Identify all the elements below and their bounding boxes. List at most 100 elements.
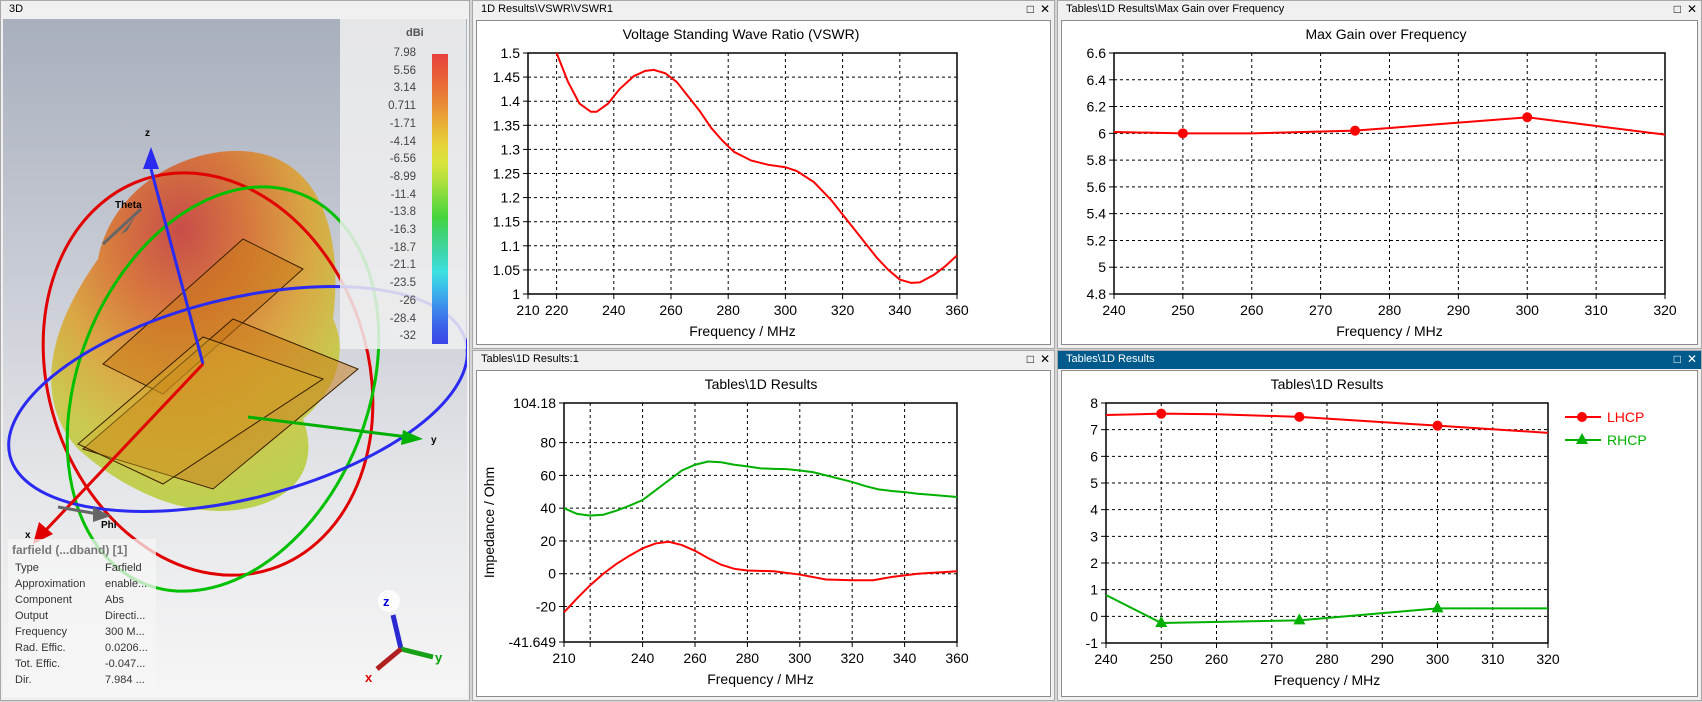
colorbar-tick-label: -32 — [399, 330, 416, 343]
x-axis-label: x — [25, 530, 31, 541]
phi-arrow — [57, 505, 99, 516]
colorbar-tick-label: -26 — [399, 294, 416, 307]
colorbar-tick-label: 5.56 — [393, 64, 416, 77]
legend-marker-icon — [1576, 433, 1588, 444]
info-key: Component — [15, 594, 72, 606]
y-tick-label: 1.4 — [501, 93, 521, 109]
data-point-marker — [1155, 616, 1168, 627]
data-point-marker — [1177, 128, 1188, 139]
panel-title-text: Tables\1D Results:1 — [481, 353, 579, 365]
info-row: Output Directi... — [15, 610, 155, 622]
close-button[interactable]: ✕ — [1686, 2, 1697, 16]
x-tick-label: 250 — [1150, 651, 1174, 667]
y-tick-label: 6.2 — [1087, 99, 1107, 115]
y-tick-label: 1.2 — [501, 190, 521, 206]
maximize-button[interactable]: □ — [1673, 2, 1681, 16]
triad-z-label: z — [383, 594, 390, 609]
y-tick-label: 104.18 — [513, 395, 556, 411]
chart-gain: Max Gain over Frequency 240 250 260 270 280 29… — [1087, 26, 1677, 339]
theta-arrow-icon — [121, 217, 135, 234]
colorbar-tick-label: -16.3 — [389, 224, 416, 236]
info-value: 0.0206... — [105, 642, 148, 654]
chart-impedance: Tables\1D Results 210 240 260 280 300 320 340 36… — [481, 376, 969, 687]
close-button[interactable]: ✕ — [1039, 2, 1050, 16]
data-point-marker — [1432, 420, 1443, 431]
x-tick-label: 270 — [1260, 651, 1284, 667]
chart-area[interactable] — [476, 20, 1051, 345]
info-row: Approximation enable... — [15, 578, 155, 590]
legend-label: LHCP — [1607, 409, 1644, 425]
colorbar-tick-label: -18.7 — [389, 241, 416, 254]
colorbar-tick-label: -11.4 — [390, 188, 416, 201]
info-value: Farfield — [105, 562, 142, 574]
y-tick-label: 0 — [1090, 608, 1098, 624]
x-tick-label: 280 — [1378, 302, 1402, 318]
y-tick-label: 1.1 — [501, 238, 521, 254]
farfield-info-box: farfield (...dband) [1] Type Farfield Appr… — [8, 539, 156, 691]
x-tick-label: 300 — [774, 302, 798, 318]
x-axis-label: Frequency / MHz — [1336, 323, 1443, 339]
info-key: Dir. — [15, 674, 32, 686]
close-button[interactable]: ✕ — [1686, 352, 1697, 366]
z-axis — [149, 168, 205, 365]
y-axis-arrow-icon — [401, 430, 423, 445]
colorbar-tick-label: -21.1 — [389, 259, 416, 272]
x-tick-label: 320 — [1653, 302, 1677, 318]
y-tick-label: 5.4 — [1087, 206, 1107, 222]
x-tick-label: 260 — [683, 650, 707, 666]
y-tick-label: 5.8 — [1087, 152, 1107, 168]
y-tick-label: 5.6 — [1087, 179, 1107, 195]
y-tick-label: 1.3 — [501, 141, 521, 157]
x-tick-label: 210 — [552, 650, 576, 666]
x-tick-label: 240 — [1094, 651, 1118, 667]
x-tick-label: 360 — [945, 650, 969, 666]
info-row: Dir. 7.984 ... — [15, 674, 155, 686]
info-key: Tot. Effic. — [15, 658, 61, 670]
info-key: Rad. Effic. — [15, 642, 66, 654]
info-title: farfield (...dband) [1] — [12, 543, 128, 557]
data-point-marker — [1293, 613, 1306, 625]
maximize-button[interactable]: □ — [1673, 352, 1681, 366]
x-tick-label: 290 — [1447, 302, 1471, 318]
chart-title: Voltage Standing Wave Ratio (VSWR) — [623, 26, 860, 42]
y-tick-label: 4 — [1090, 502, 1098, 518]
y-tick-label: 1.15 — [493, 214, 520, 230]
triad-x-arrow-icon — [375, 647, 403, 671]
x-tick-label: 210 — [516, 302, 540, 318]
colorbar-tick-label: -6.56 — [389, 153, 416, 166]
x-tick-label: 320 — [1536, 651, 1560, 667]
y-tick-label: 7 — [1090, 422, 1098, 438]
info-value: 300 M... — [105, 626, 145, 638]
y-tick-label: 1 — [1090, 582, 1098, 598]
y-tick-label: 1.5 — [501, 45, 521, 61]
colorbar-tick-label: -4.14 — [389, 135, 416, 148]
maximize-button[interactable]: □ — [1026, 352, 1034, 366]
z-axis-label: z — [145, 128, 150, 139]
chart-vswr: Voltage Standing Wave Ratio (VSWR) 210 220… — [493, 26, 969, 339]
colorbar-tick-label: 7.98 — [393, 47, 416, 59]
y-axis-label: y — [431, 435, 437, 446]
series-line — [563, 460, 958, 517]
y-tick-label: 8 — [1090, 395, 1098, 411]
chart-title: Max Gain over Frequency — [1305, 26, 1466, 42]
farfield-pattern-scene: z y x Theta Phi z y x — [7, 128, 467, 685]
y-tick-label: 20 — [540, 533, 556, 549]
y-tick-label: 60 — [540, 467, 556, 483]
panel-title-vswr: 1D Results\VSWR\VSWR1 □ ✕ — [473, 1, 1054, 19]
chart-area[interactable] — [1061, 20, 1698, 345]
panel-title-polarization: Tables\1D Results □ ✕ — [1058, 351, 1701, 369]
data-point-marker — [1522, 112, 1533, 123]
y-axis-label: Impedance / Ohm — [481, 467, 497, 578]
colorbar-tick-label: -28.4 — [389, 312, 416, 325]
orientation-triad[interactable]: z y x — [365, 590, 443, 685]
theta-arrow — [101, 207, 143, 246]
series-line — [563, 540, 958, 613]
close-button[interactable]: ✕ — [1039, 352, 1050, 366]
x-tick-label: 310 — [1481, 651, 1505, 667]
farfield-3d-viewport[interactable]: z y x Theta Phi z y x dBi 7.98 5.56 3.14 0.… — [3, 19, 467, 697]
y-tick-label: 1.25 — [493, 166, 520, 182]
phi-arrow-icon — [93, 507, 111, 522]
maximize-button[interactable]: □ — [1026, 2, 1034, 16]
x-tick-label: 290 — [1371, 651, 1395, 667]
y-tick-label: 3 — [1090, 528, 1098, 544]
